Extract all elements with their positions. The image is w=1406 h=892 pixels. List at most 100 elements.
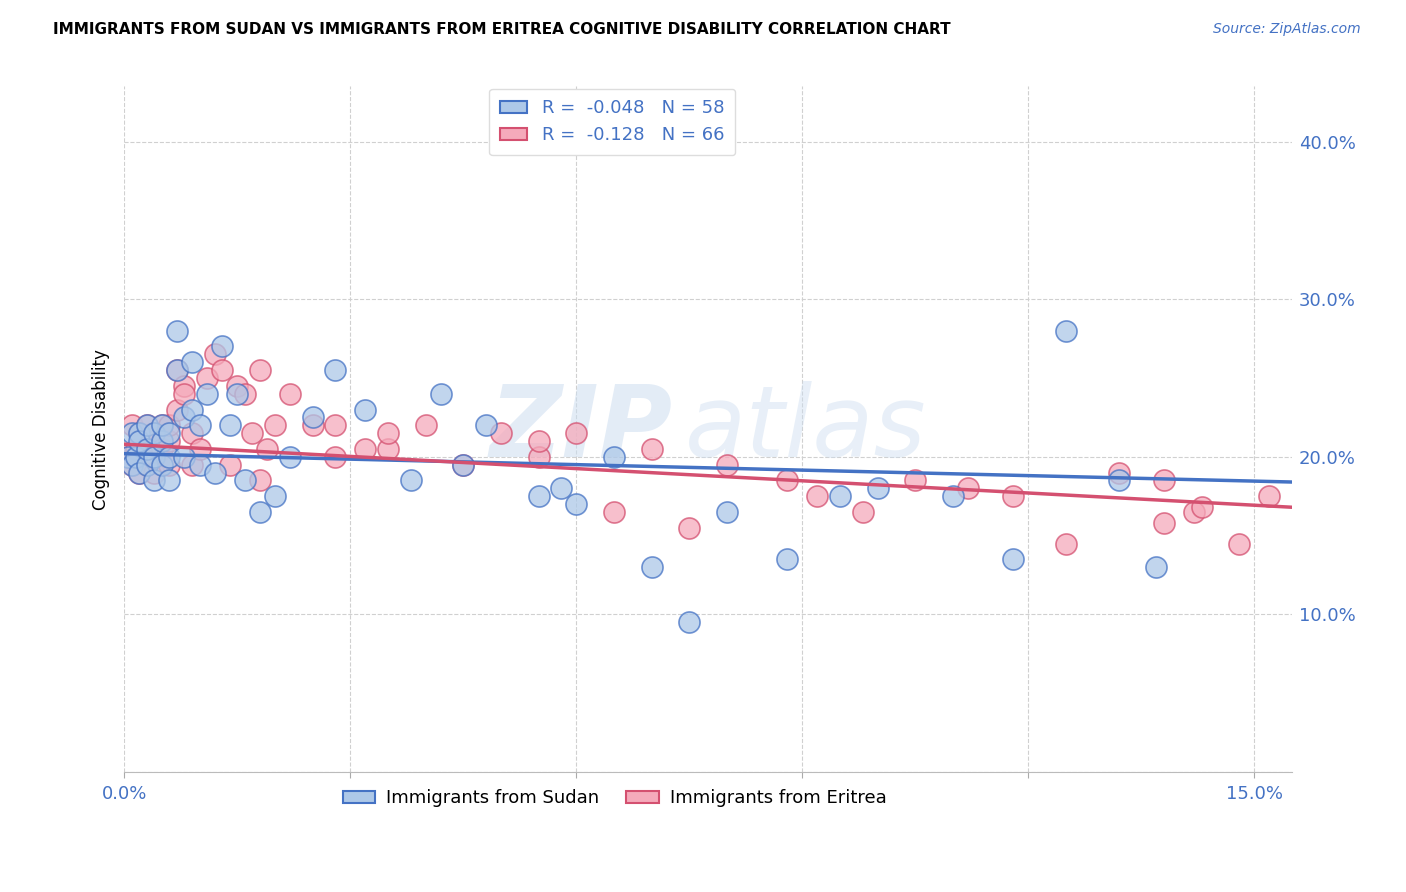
Point bbox=[323, 418, 346, 433]
Point bbox=[278, 386, 301, 401]
Point bbox=[1153, 516, 1175, 530]
Point bbox=[211, 363, 233, 377]
Point bbox=[716, 458, 738, 472]
Point bbox=[1002, 489, 1025, 503]
Point bbox=[399, 474, 422, 488]
Point bbox=[166, 324, 188, 338]
Point bbox=[218, 418, 240, 433]
Point bbox=[128, 466, 150, 480]
Point bbox=[354, 442, 377, 456]
Point bbox=[640, 560, 662, 574]
Point bbox=[195, 386, 218, 401]
Point bbox=[121, 426, 143, 441]
Legend: Immigrants from Sudan, Immigrants from Eritrea: Immigrants from Sudan, Immigrants from E… bbox=[336, 782, 894, 814]
Point bbox=[640, 442, 662, 456]
Point bbox=[249, 474, 271, 488]
Point bbox=[233, 474, 256, 488]
Point bbox=[226, 379, 249, 393]
Point bbox=[678, 615, 700, 630]
Point bbox=[211, 339, 233, 353]
Point bbox=[301, 418, 323, 433]
Point bbox=[429, 386, 451, 401]
Point bbox=[124, 450, 146, 464]
Point bbox=[776, 552, 799, 566]
Point bbox=[565, 426, 588, 441]
Point bbox=[150, 418, 173, 433]
Point bbox=[942, 489, 965, 503]
Point bbox=[135, 442, 157, 456]
Point bbox=[143, 426, 166, 441]
Point bbox=[1182, 505, 1205, 519]
Point bbox=[1227, 536, 1250, 550]
Point bbox=[264, 489, 287, 503]
Point bbox=[1144, 560, 1167, 574]
Point bbox=[128, 426, 150, 441]
Text: Source: ZipAtlas.com: Source: ZipAtlas.com bbox=[1213, 22, 1361, 37]
Point bbox=[143, 466, 166, 480]
Point bbox=[278, 450, 301, 464]
Point bbox=[603, 450, 626, 464]
Point bbox=[323, 363, 346, 377]
Point bbox=[1153, 474, 1175, 488]
Point bbox=[866, 481, 889, 495]
Point bbox=[678, 521, 700, 535]
Point bbox=[188, 458, 211, 472]
Point bbox=[181, 402, 204, 417]
Point bbox=[135, 418, 157, 433]
Point bbox=[204, 347, 226, 361]
Text: atlas: atlas bbox=[685, 381, 927, 478]
Point bbox=[565, 497, 588, 511]
Point bbox=[1108, 466, 1130, 480]
Point bbox=[159, 450, 181, 464]
Point bbox=[1054, 324, 1077, 338]
Point bbox=[249, 505, 271, 519]
Point bbox=[240, 426, 263, 441]
Point bbox=[117, 450, 139, 464]
Point bbox=[1191, 500, 1213, 515]
Point bbox=[256, 442, 278, 456]
Point bbox=[1108, 474, 1130, 488]
Point bbox=[135, 458, 157, 472]
Point bbox=[150, 458, 173, 472]
Point bbox=[957, 481, 980, 495]
Point bbox=[475, 418, 498, 433]
Point bbox=[415, 418, 437, 433]
Point bbox=[181, 426, 204, 441]
Point bbox=[195, 371, 218, 385]
Point bbox=[828, 489, 851, 503]
Y-axis label: Cognitive Disability: Cognitive Disability bbox=[93, 349, 110, 509]
Text: IMMIGRANTS FROM SUDAN VS IMMIGRANTS FROM ERITREA COGNITIVE DISABILITY CORRELATIO: IMMIGRANTS FROM SUDAN VS IMMIGRANTS FROM… bbox=[53, 22, 950, 37]
Point bbox=[159, 474, 181, 488]
Point bbox=[128, 466, 150, 480]
Point bbox=[226, 386, 249, 401]
Point bbox=[377, 426, 399, 441]
Point bbox=[527, 489, 550, 503]
Point bbox=[354, 402, 377, 417]
Point bbox=[143, 474, 166, 488]
Point bbox=[159, 418, 181, 433]
Point bbox=[181, 458, 204, 472]
Point bbox=[159, 434, 181, 448]
Point bbox=[806, 489, 828, 503]
Point bbox=[451, 458, 474, 472]
Point bbox=[166, 363, 188, 377]
Point bbox=[323, 450, 346, 464]
Point bbox=[716, 505, 738, 519]
Point bbox=[121, 458, 143, 472]
Point bbox=[159, 426, 181, 441]
Point bbox=[181, 355, 204, 369]
Point bbox=[377, 442, 399, 456]
Point bbox=[527, 450, 550, 464]
Point bbox=[135, 418, 157, 433]
Point bbox=[143, 426, 166, 441]
Point bbox=[135, 458, 157, 472]
Point bbox=[121, 418, 143, 433]
Point bbox=[301, 410, 323, 425]
Point bbox=[150, 434, 173, 448]
Point bbox=[1054, 536, 1077, 550]
Point bbox=[173, 450, 195, 464]
Point bbox=[851, 505, 873, 519]
Point bbox=[143, 450, 166, 464]
Point bbox=[117, 450, 139, 464]
Point bbox=[527, 434, 550, 448]
